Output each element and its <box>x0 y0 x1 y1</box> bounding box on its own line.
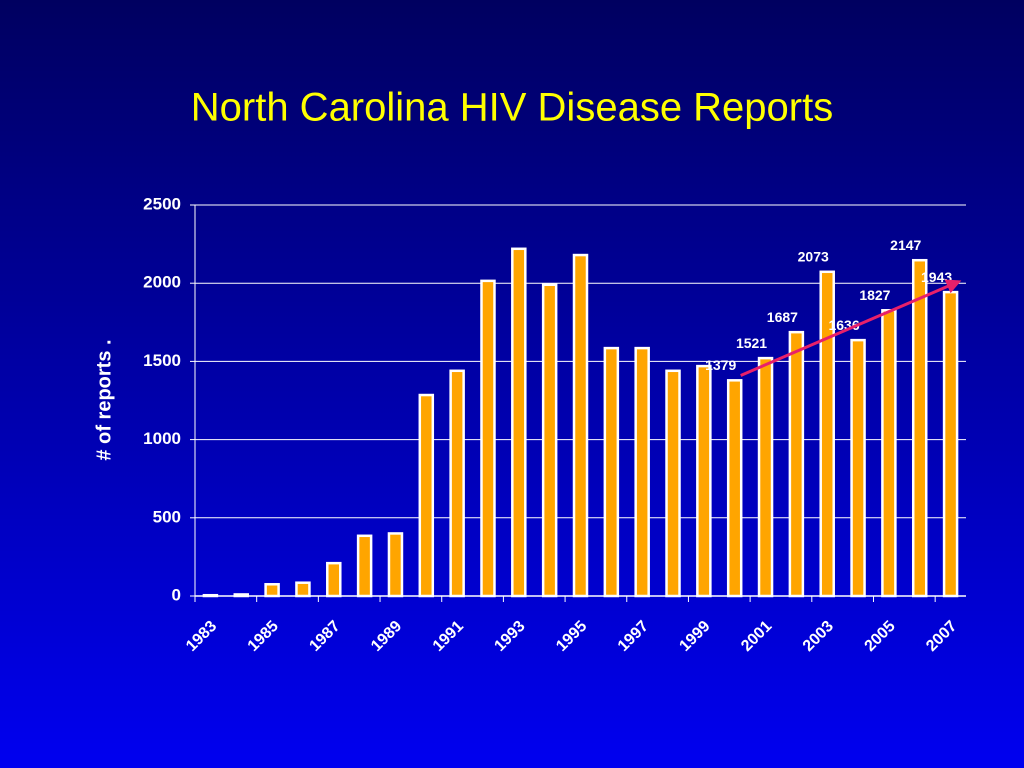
bar <box>726 379 743 598</box>
y-tick-label: 1500 <box>143 351 181 370</box>
bar <box>387 532 404 598</box>
bar <box>295 581 311 598</box>
data-label: 2147 <box>890 237 921 253</box>
y-tick-label: 1000 <box>143 429 181 448</box>
y-tick-label: 0 <box>172 585 181 604</box>
bar <box>326 561 342 598</box>
data-label: 1379 <box>705 357 736 373</box>
bar <box>572 253 589 598</box>
y-tick-label: 500 <box>153 507 181 526</box>
y-tick-label: 2500 <box>143 194 181 213</box>
bar <box>665 369 681 598</box>
bar <box>911 258 928 598</box>
bar <box>696 364 712 598</box>
data-label: 1521 <box>736 335 767 351</box>
bar <box>418 393 435 598</box>
bar <box>942 290 959 598</box>
data-label: 1943 <box>921 269 952 285</box>
bar <box>541 283 558 598</box>
trend-line <box>740 279 962 377</box>
chart-title: North Carolina HIV Disease Reports <box>191 86 833 130</box>
bar <box>264 583 280 598</box>
bar <box>480 279 496 598</box>
y-axis-label: # of reports . <box>93 339 115 460</box>
bar <box>356 534 373 598</box>
data-label: 1687 <box>767 309 798 325</box>
bar <box>634 346 650 598</box>
data-label: 2073 <box>798 248 829 264</box>
bar <box>757 356 774 598</box>
bar <box>850 338 866 598</box>
bar <box>449 369 465 598</box>
data-label: 1827 <box>859 287 890 303</box>
y-tick-label: 2000 <box>143 273 181 292</box>
bar <box>881 309 897 598</box>
bar <box>788 330 805 598</box>
bar <box>511 247 527 598</box>
bar <box>603 346 620 598</box>
